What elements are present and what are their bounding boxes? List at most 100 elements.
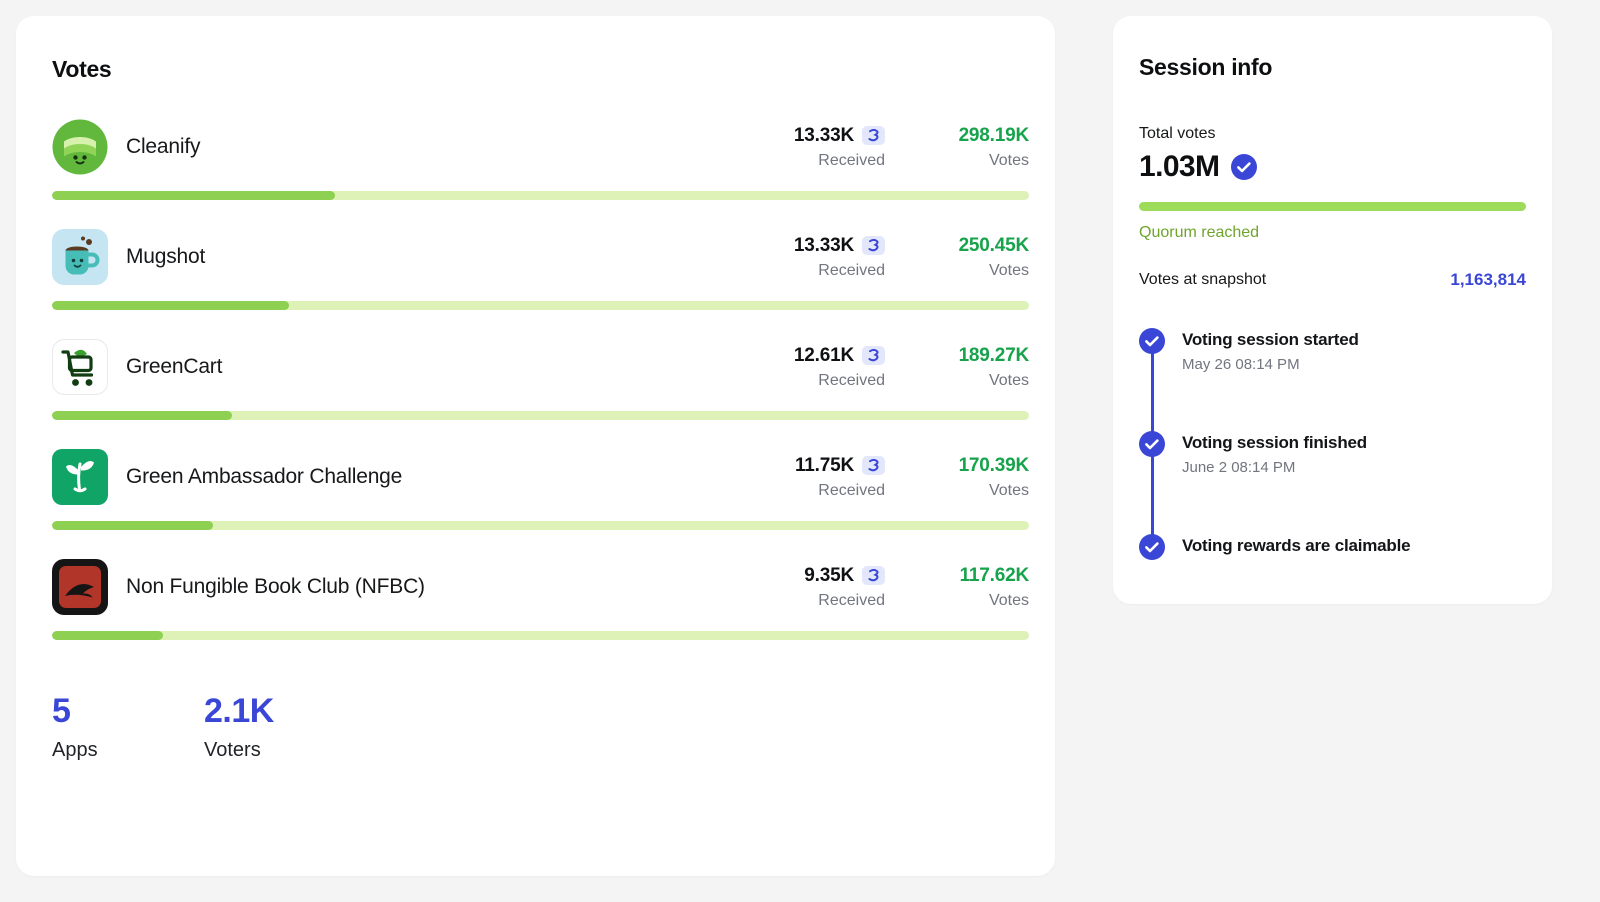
app-name: GreenCart: [126, 355, 223, 378]
timeline-check-icon: [1139, 534, 1165, 560]
apps-count-stat: 5 Apps: [52, 692, 204, 762]
vote-share-progress-fill: [52, 521, 214, 530]
received-stat: 13.33K Received: [787, 125, 885, 170]
votes-at-snapshot-value[interactable]: 1,163,814: [1450, 270, 1526, 289]
received-label: Received: [818, 261, 885, 279]
apps-count-value: 5: [52, 692, 71, 730]
received-value: 13.33K: [793, 124, 854, 146]
voters-count-label: Voters: [204, 739, 261, 761]
app-identity: Mugshot: [52, 229, 205, 285]
votes-value: 250.45K: [958, 234, 1030, 256]
app-stats: 12.61K Received 189.27K Votes: [787, 345, 1029, 390]
votes-label: Votes: [988, 151, 1029, 169]
votes-stat: 250.45K Votes: [931, 234, 1030, 280]
voters-count-stat: 2.1K Voters: [204, 692, 356, 762]
received-value-row: 9.35K: [804, 565, 885, 587]
app-row[interactable]: GreenCart 12.61K Received 189.27K Votes: [52, 339, 1029, 420]
summary-stats: 5 Apps 2.1K Voters: [52, 692, 1029, 762]
received-value: 9.35K: [804, 564, 854, 586]
vote-share-progress-bar: [52, 301, 1029, 310]
timeline-date: May 26 08:14 PM: [1182, 356, 1300, 373]
received-stat: 9.35K Received: [787, 565, 885, 610]
total-votes-value: 1.03M: [1139, 150, 1220, 183]
token-icon: [862, 126, 885, 145]
received-value: 11.75K: [794, 454, 854, 476]
votes-label: Votes: [988, 261, 1029, 279]
votes-card-title: Votes: [52, 56, 112, 82]
received-stat: 12.61K Received: [787, 345, 885, 390]
timeline-text: Voting session started May 26 08:14 PM: [1182, 328, 1359, 373]
votes-value-row: 250.45K: [958, 234, 1030, 257]
votes-value: 189.27K: [958, 344, 1030, 366]
nfbc-logo: [52, 559, 108, 615]
app-name: Non Fungible Book Club (NFBC): [126, 575, 425, 598]
greencart-logo: [52, 339, 108, 395]
app-row-top: Green Ambassador Challenge 11.75K Receiv…: [52, 449, 1029, 505]
votes-list: Cleanify 13.33K Received 298.19K Votes: [52, 119, 1029, 640]
app-row[interactable]: Cleanify 13.33K Received 298.19K Votes: [52, 119, 1029, 200]
received-value-row: 12.61K: [794, 345, 885, 367]
votes-stat: 170.39K Votes: [931, 454, 1030, 500]
token-icon: [862, 236, 885, 255]
app-name: Mugshot: [126, 245, 206, 268]
timeline-label: Voting session started: [1182, 330, 1359, 349]
timeline-date: June 2 08:14 PM: [1182, 459, 1296, 476]
timeline-label: Voting session finished: [1182, 433, 1367, 452]
app-identity: Cleanify: [52, 119, 200, 175]
app-stats: 11.75K Received 170.39K Votes: [787, 455, 1029, 500]
votes-value: 170.39K: [958, 454, 1030, 476]
app-row[interactable]: Green Ambassador Challenge 11.75K Receiv…: [52, 449, 1029, 530]
session-info-card: Session info Total votes 1.03M Quorum re…: [1113, 16, 1552, 604]
votes-value: 117.62K: [959, 564, 1030, 586]
received-stat: 13.33K Received: [787, 235, 885, 280]
session-info-title: Session info: [1139, 54, 1273, 80]
received-value-row: 13.33K: [794, 235, 885, 257]
votes-value-row: 117.62K: [959, 564, 1030, 587]
vote-share-progress-fill: [52, 411, 232, 420]
votes-value-row: 298.19K: [958, 124, 1030, 147]
voting-timeline: Voting session started May 26 08:14 PM V…: [1139, 328, 1526, 560]
app-identity: Green Ambassador Challenge: [52, 449, 402, 505]
app-row[interactable]: Non Fungible Book Club (NFBC) 9.35K Rece…: [52, 559, 1029, 640]
token-icon: [862, 346, 885, 365]
vote-share-progress-fill: [52, 631, 164, 640]
app-stats: 13.33K Received 298.19K Votes: [787, 125, 1029, 170]
app-row-top: Non Fungible Book Club (NFBC) 9.35K Rece…: [52, 559, 1029, 615]
received-stat: 11.75K Received: [787, 455, 885, 500]
verified-check-icon: [1231, 154, 1258, 180]
votes-stat: 117.62K Votes: [931, 564, 1030, 610]
votes-value: 298.19K: [958, 124, 1030, 146]
app-row-top: Cleanify 13.33K Received 298.19K Votes: [52, 119, 1029, 175]
quorum-progress-bar: [1139, 202, 1526, 211]
received-label: Received: [818, 591, 885, 609]
app-stats: 9.35K Received 117.62K Votes: [787, 565, 1029, 610]
timeline-item: Voting session started May 26 08:14 PM: [1139, 328, 1526, 373]
app-identity: Non Fungible Book Club (NFBC): [52, 559, 425, 615]
vote-share-progress-bar: [52, 521, 1029, 530]
received-label: Received: [818, 481, 885, 499]
app-row[interactable]: Mugshot 13.33K Received 250.45K Votes: [52, 229, 1029, 310]
app-stats: 13.33K Received 250.45K Votes: [787, 235, 1029, 280]
apps-count-label: Apps: [52, 739, 98, 761]
votes-label: Votes: [988, 371, 1029, 389]
votes-stat: 189.27K Votes: [931, 344, 1030, 390]
total-votes-label: Total votes: [1139, 125, 1216, 142]
received-label: Received: [818, 151, 885, 169]
app-identity: GreenCart: [52, 339, 222, 395]
vote-share-progress-bar: [52, 411, 1029, 420]
received-value-row: 13.33K: [794, 125, 885, 147]
voters-count-value: 2.1K: [204, 692, 274, 730]
cleanify-logo: [52, 119, 108, 175]
timeline-item: Voting session finished June 2 08:14 PM: [1139, 431, 1526, 476]
token-icon: [862, 456, 885, 475]
votes-card: Votes Cleanify 13.33K Received 298.19K: [16, 16, 1055, 876]
votes-at-snapshot-label: Votes at snapshot: [1139, 271, 1267, 288]
votes-value-row: 170.39K: [958, 454, 1030, 477]
received-label: Received: [818, 371, 885, 389]
app-row-top: Mugshot 13.33K Received 250.45K Votes: [52, 229, 1029, 285]
green-ambassador-logo: [52, 449, 108, 505]
vote-share-progress-bar: [52, 191, 1029, 200]
app-row-top: GreenCart 12.61K Received 189.27K Votes: [52, 339, 1029, 395]
total-votes-row: 1.03M: [1139, 150, 1526, 184]
